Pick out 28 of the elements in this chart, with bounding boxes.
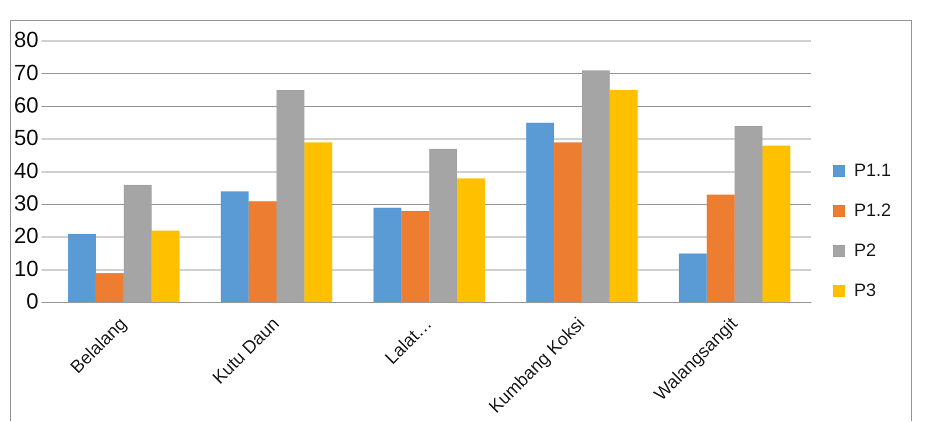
bar [96,273,124,302]
y-tick-label: 0 [26,288,38,314]
bar [304,142,332,302]
bar [68,234,96,302]
legend-label: P3 [854,280,876,300]
bar [220,191,249,302]
legend-label: P2 [854,240,876,260]
y-tick-label: 60 [14,92,38,118]
y-tick-label: 30 [14,190,38,216]
bar [706,194,735,302]
bar [526,122,554,302]
y-tick-label: 70 [14,60,38,85]
y-tick-label: 50 [14,125,38,150]
y-tick-label: 40 [14,158,38,183]
bar [554,142,582,302]
legend-label: P1.1 [854,160,892,180]
bar [248,201,277,302]
y-tick-label: 20 [14,223,38,248]
bar [457,178,485,302]
bar [610,90,638,302]
y-tick-label: 10 [14,256,38,281]
legend-label: P1.2 [854,200,892,220]
bar [762,146,790,302]
y-tick-label: 80 [14,27,38,52]
bar [678,254,707,302]
bar [373,208,402,302]
bar [401,211,430,302]
bar [152,230,180,302]
